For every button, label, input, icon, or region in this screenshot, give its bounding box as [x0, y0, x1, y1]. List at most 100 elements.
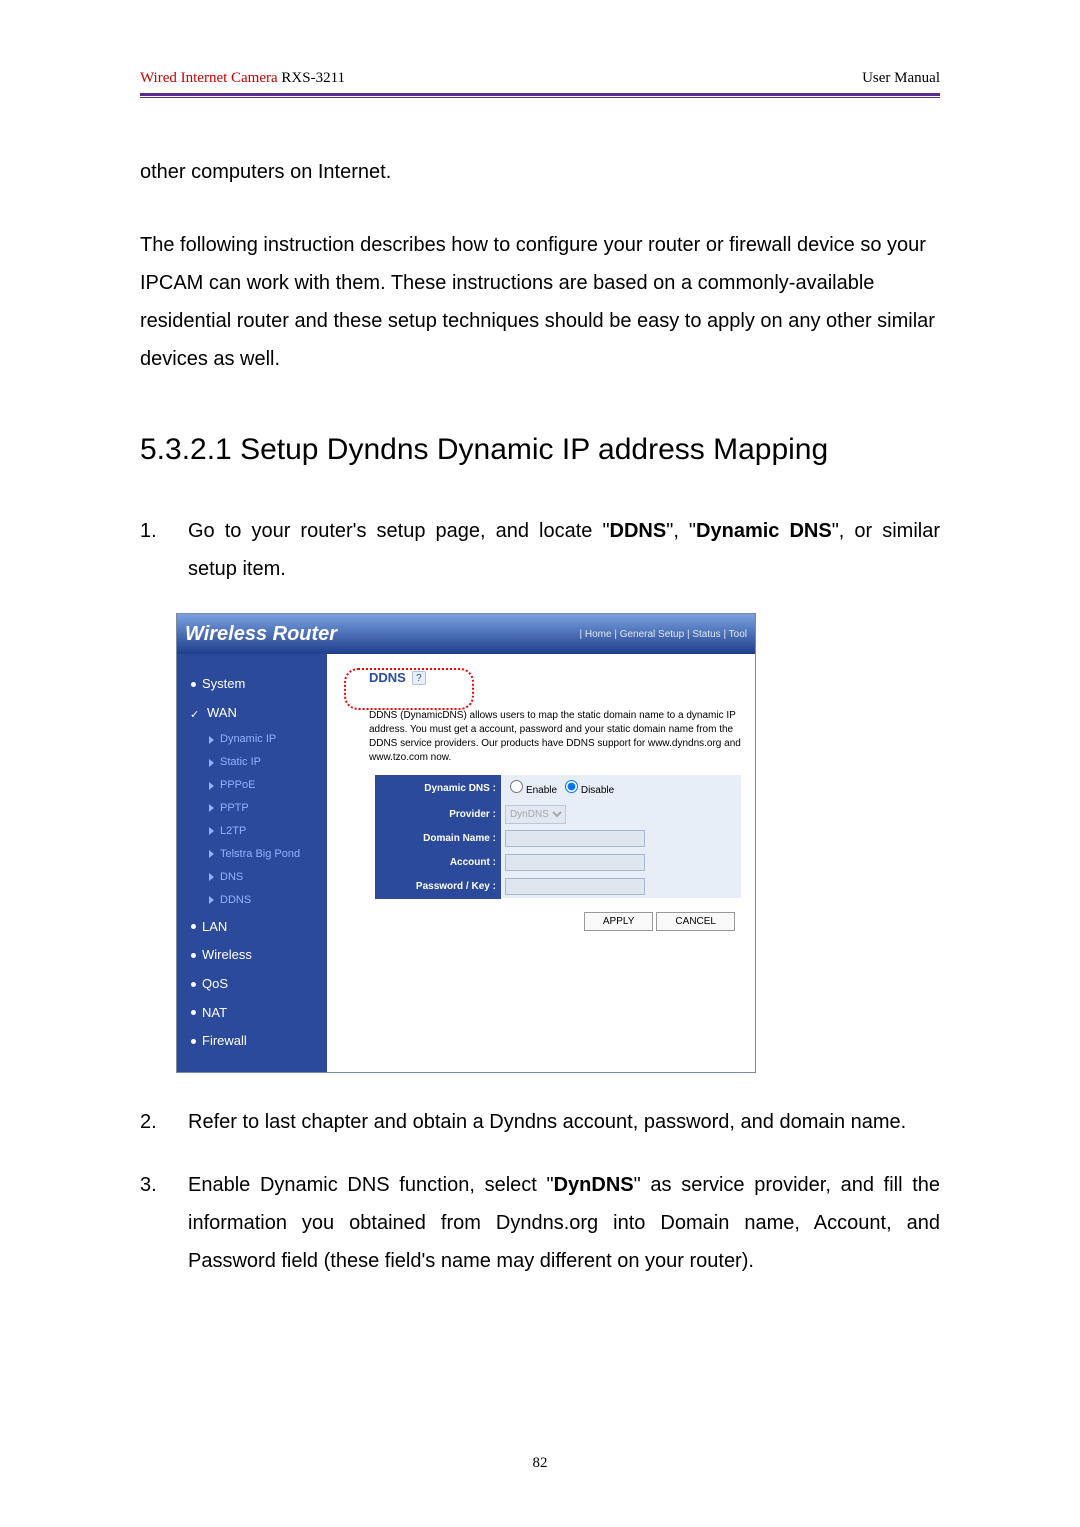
ddns-title: DDNS [369, 666, 406, 691]
row-account: Account : [376, 850, 741, 874]
router-screenshot: Wireless Router | Home | General Setup |… [176, 613, 756, 1073]
radio-enable[interactable] [510, 780, 523, 793]
sidebar-label-firewall: Firewall [202, 1029, 247, 1054]
page-header: Wired Internet Camera RXS-3211 User Manu… [140, 70, 940, 91]
bullet-icon [191, 1010, 196, 1015]
label-domain: Domain Name : [376, 826, 501, 850]
step-1-bold-dynamic-dns: Dynamic DNS [696, 520, 832, 542]
sidebar-label-system: System [202, 672, 245, 697]
bullet-icon [191, 924, 196, 929]
cell-domain [500, 826, 740, 850]
help-icon[interactable]: ? [412, 671, 426, 685]
step-1-number: 1. [140, 512, 157, 550]
header-rule-thin [140, 97, 940, 98]
step-3-number: 3. [140, 1166, 157, 1204]
step-2-number: 2. [140, 1103, 157, 1141]
check-icon [191, 708, 201, 718]
input-password[interactable] [505, 878, 645, 895]
sidebar-sub-static-ip[interactable]: Static IP [209, 752, 319, 773]
triangle-icon [209, 827, 214, 835]
sidebar-sub-pptp[interactable]: PPTP [209, 798, 319, 819]
cell-account [500, 850, 740, 874]
step-3: 3. Enable Dynamic DNS function, select "… [188, 1166, 940, 1280]
continuation-paragraph: other computers on Internet. [140, 153, 940, 191]
input-domain[interactable] [505, 830, 645, 847]
sidebar-item-wireless[interactable]: Wireless [191, 943, 319, 968]
product-name: Wired Internet Camera [140, 70, 278, 86]
sidebar-item-wan[interactable]: WAN [191, 701, 319, 726]
cell-provider: DynDNS [500, 802, 740, 826]
sidebar-item-lan[interactable]: LAN [191, 915, 319, 940]
sidebar-sub-dynamic-ip[interactable]: Dynamic IP [209, 729, 319, 750]
bullet-icon [191, 953, 196, 958]
ddns-heading: DDNS ? [341, 666, 741, 691]
step-1-text-pre: Go to your router's setup page, and loca… [188, 520, 610, 542]
intro-paragraph: The following instruction describes how … [140, 226, 940, 378]
row-dynamic-dns: Dynamic DNS : Enable Disable [376, 775, 741, 802]
step-1-text-mid: ", " [666, 520, 696, 542]
sidebar-item-nat[interactable]: NAT [191, 1001, 319, 1026]
label-password: Password / Key : [376, 874, 501, 898]
sidebar-sub-ddns[interactable]: DDNS [209, 890, 319, 911]
step-1: 1. Go to your router's setup page, and l… [188, 512, 940, 588]
sidebar-sub-telstra[interactable]: Telstra Big Pond [209, 844, 319, 865]
apply-button[interactable]: APPLY [584, 912, 654, 931]
sidebar-label-lan: LAN [202, 915, 227, 940]
sidebar-sublabel: L2TP [220, 821, 246, 842]
label-provider: Provider : [376, 802, 501, 826]
sidebar-label-nat: NAT [202, 1001, 227, 1026]
step-3-bold-dyndns: DynDNS [554, 1174, 634, 1196]
ddns-description: DDNS (DynamicDNS) allows users to map th… [341, 709, 741, 765]
button-row: APPLY CANCEL [341, 911, 741, 932]
sidebar-sublabel: PPTP [220, 798, 249, 819]
row-provider: Provider : DynDNS [376, 802, 741, 826]
step-2: 2. Refer to last chapter and obtain a Dy… [188, 1103, 940, 1141]
bullet-icon [191, 682, 196, 687]
cancel-button[interactable]: CANCEL [656, 912, 735, 931]
router-top-nav[interactable]: | Home | General Setup | Status | Tool [579, 625, 747, 644]
header-rule-thick [140, 93, 940, 96]
sidebar-sublabel: Telstra Big Pond [220, 844, 300, 865]
header-right: User Manual [862, 70, 940, 87]
row-domain: Domain Name : [376, 826, 741, 850]
sidebar-item-firewall[interactable]: Firewall [191, 1029, 319, 1054]
triangle-icon [209, 782, 214, 790]
ddns-form: Dynamic DNS : Enable Disable Provider : … [375, 775, 741, 899]
sidebar-sub-l2tp[interactable]: L2TP [209, 821, 319, 842]
sidebar-sublabel: DDNS [220, 890, 251, 911]
product-model: RXS-3211 [278, 70, 345, 86]
sidebar-item-system[interactable]: System [191, 672, 319, 697]
step-2-text: Refer to last chapter and obtain a Dyndn… [188, 1111, 906, 1133]
triangle-icon [209, 896, 214, 904]
sidebar-label-wan: WAN [207, 701, 237, 726]
radio-disable[interactable] [565, 780, 578, 793]
triangle-icon [209, 736, 214, 744]
triangle-icon [209, 804, 214, 812]
label-account: Account : [376, 850, 501, 874]
radio-enable-label: Enable [526, 785, 557, 796]
sidebar-sub-pppoe[interactable]: PPPoE [209, 775, 319, 796]
select-provider[interactable]: DynDNS [505, 805, 566, 824]
label-dynamic-dns: Dynamic DNS : [376, 775, 501, 802]
sidebar-sub-dns[interactable]: DNS [209, 867, 319, 888]
cell-dynamic-dns: Enable Disable [500, 775, 740, 802]
router-title: Wireless Router [185, 615, 337, 653]
triangle-icon [209, 850, 214, 858]
highlight-circle [344, 668, 474, 710]
sidebar-sublabel: Static IP [220, 752, 261, 773]
input-account[interactable] [505, 854, 645, 871]
sidebar-item-qos[interactable]: QoS [191, 972, 319, 997]
router-sidebar: System WAN Dynamic IP Static IP PPPoE PP… [177, 654, 327, 1072]
section-heading: 5.3.2.1 Setup Dyndns Dynamic IP address … [140, 433, 940, 467]
radio-disable-label: Disable [581, 785, 614, 796]
sidebar-sublabel: DNS [220, 867, 243, 888]
bullet-icon [191, 982, 196, 987]
row-password: Password / Key : [376, 874, 741, 898]
header-left: Wired Internet Camera RXS-3211 [140, 70, 345, 87]
step-3-text-pre: Enable Dynamic DNS function, select " [188, 1174, 554, 1196]
page-number: 82 [0, 1455, 1080, 1472]
sidebar-label-qos: QoS [202, 972, 228, 997]
bullet-icon [191, 1039, 196, 1044]
triangle-icon [209, 873, 214, 881]
router-header-bar: Wireless Router | Home | General Setup |… [177, 614, 755, 654]
